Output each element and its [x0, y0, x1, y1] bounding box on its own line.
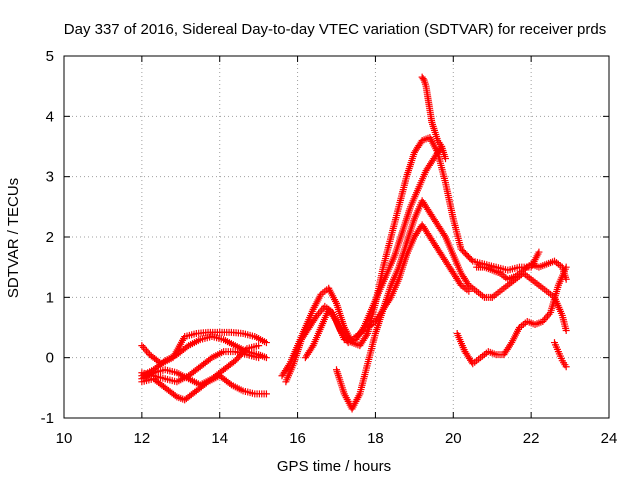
data-point-marker	[464, 280, 472, 288]
data-point-marker	[535, 248, 543, 256]
data-point-marker	[255, 342, 263, 350]
data-point-marker	[183, 343, 191, 351]
y-axis-label: SDTVAR / TECUs	[5, 178, 22, 298]
data-point-marker	[308, 343, 316, 351]
series-satellite-track-5	[138, 342, 263, 389]
series-satellite-track-14	[551, 339, 570, 371]
x-tick-label: 14	[211, 430, 228, 447]
data-point-marker	[562, 363, 570, 371]
data-point-marker	[312, 313, 320, 321]
series-satellite-track-10	[418, 73, 449, 163]
data-point-marker	[262, 339, 270, 347]
y-tick-label: 4	[46, 108, 54, 125]
x-tick-label: 18	[367, 430, 384, 447]
y-tick-label: 1	[46, 289, 54, 306]
y-tick-label: 5	[46, 48, 54, 65]
data-point-marker	[562, 275, 570, 283]
data-point-marker	[255, 354, 263, 362]
data-point-marker	[262, 390, 270, 398]
y-tick-label: 3	[46, 169, 54, 186]
data-point-marker	[331, 316, 339, 324]
data-point-marker	[262, 354, 270, 362]
y-tick-label: 0	[46, 350, 54, 367]
data-point-marker	[507, 340, 515, 348]
data-point-marker	[363, 331, 371, 339]
x-tick-label: 12	[134, 430, 151, 447]
data-point-marker	[440, 231, 448, 239]
series-satellite-track-13	[488, 269, 570, 335]
data-point-marker	[465, 287, 473, 295]
data-point-marker	[456, 280, 464, 288]
data-point-marker	[386, 295, 394, 303]
data-point-marker	[467, 256, 475, 264]
y-tick-label: 2	[46, 229, 54, 246]
chart-title: Day 337 of 2016, Sidereal Day-to-day VTE…	[64, 21, 606, 38]
x-tick-label: 20	[445, 430, 462, 447]
x-tick-label: 24	[601, 430, 618, 447]
series-satellite-track-3	[138, 328, 270, 368]
data-point-marker	[206, 355, 214, 363]
x-axis-label: GPS time / hours	[277, 458, 391, 475]
y-tick-label: -1	[41, 410, 54, 427]
data-point-marker	[442, 155, 449, 163]
series-group	[138, 73, 570, 413]
x-tick-label: 16	[289, 430, 306, 447]
data-point-marker	[171, 392, 179, 400]
data-point-marker	[242, 346, 250, 354]
data-point-marker	[226, 380, 234, 388]
x-tick-label: 10	[56, 430, 73, 447]
data-point-marker	[419, 75, 427, 83]
series-satellite-track-9	[301, 221, 473, 362]
x-tick-label: 22	[523, 430, 540, 447]
data-point-marker	[562, 327, 570, 335]
